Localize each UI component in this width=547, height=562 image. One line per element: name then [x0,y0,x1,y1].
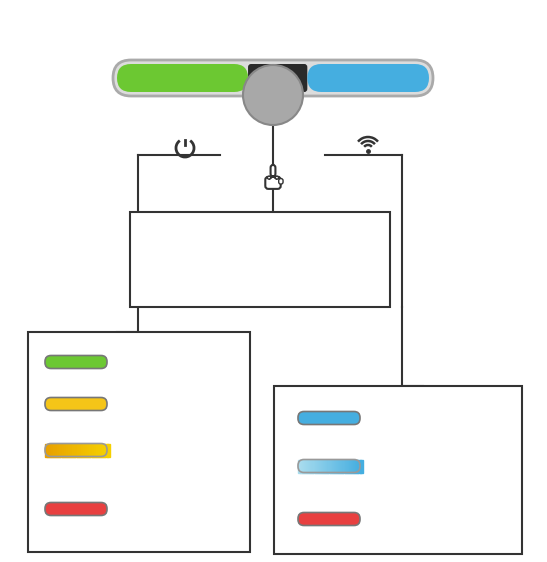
FancyBboxPatch shape [298,411,360,424]
Bar [104,443,108,456]
Bar [342,460,346,473]
Bar [68,443,71,456]
Bar [98,443,101,456]
Bar [100,443,103,456]
Text: Critical Error: Critical Error [113,502,196,515]
Bar [66,443,69,456]
FancyBboxPatch shape [45,397,107,410]
Bar [338,460,341,473]
Text: Network Error: Network Error [369,513,461,525]
Bar [328,460,330,473]
Bar [89,443,92,456]
Bar [72,443,75,456]
Text: 2x: 2x [142,253,160,266]
Bar [51,443,54,456]
FancyBboxPatch shape [271,165,276,177]
Bar [308,460,311,473]
Bar [306,460,309,473]
Bar [83,443,86,456]
Bar [359,460,363,473]
Bar [298,460,301,473]
Bar [49,443,52,456]
Bar [353,460,356,473]
FancyBboxPatch shape [279,179,283,184]
Bar [81,443,84,456]
Bar [302,460,305,473]
Text: WLAN access point: WLAN access point [158,225,289,238]
Text: Uncritical Error: Uncritical Error [113,437,213,450]
Text: Connecting: Connecting [369,452,445,465]
FancyBboxPatch shape [28,332,250,552]
FancyBboxPatch shape [275,176,279,179]
Text: WPS: WPS [158,253,192,266]
FancyBboxPatch shape [45,502,107,515]
Bar [304,460,307,473]
Bar [330,460,333,473]
Bar [53,443,56,456]
Bar [77,443,80,456]
FancyBboxPatch shape [298,513,360,525]
Bar [107,443,109,456]
Bar [96,443,99,456]
Bar [62,443,65,456]
Bar [331,460,335,473]
FancyBboxPatch shape [45,356,107,369]
Text: Ok: Ok [113,356,131,369]
Bar [312,460,316,473]
Bar [351,460,354,473]
FancyBboxPatch shape [130,212,390,307]
Bar [88,443,90,456]
Bar [323,460,327,473]
Bar [325,460,328,473]
Circle shape [243,65,303,125]
Bar [60,443,62,456]
Bar [46,443,50,456]
Text: (flashing): (flashing) [369,469,432,482]
Bar [345,460,348,473]
Bar [357,460,360,473]
Bar [336,460,339,473]
Bar [321,460,324,473]
Bar [300,460,303,473]
Bar [85,443,88,456]
FancyBboxPatch shape [307,64,429,92]
FancyBboxPatch shape [117,64,248,92]
FancyBboxPatch shape [248,64,307,92]
Bar [334,460,337,473]
Bar [44,443,48,456]
Bar [91,443,95,456]
Bar [317,460,320,473]
Text: Standby: Standby [113,397,168,410]
Bar [347,460,350,473]
Bar [55,443,59,456]
Bar [102,443,106,456]
Bar [79,443,82,456]
FancyBboxPatch shape [274,386,522,554]
FancyBboxPatch shape [267,176,271,179]
Bar [319,460,322,473]
FancyBboxPatch shape [265,177,281,189]
Bar [64,443,67,456]
Bar [70,443,73,456]
Bar [340,460,344,473]
FancyBboxPatch shape [113,60,433,96]
Text: 1x: 1x [142,225,160,238]
Bar [74,443,78,456]
Text: 3-6 sec.: 3-6 sec. [142,280,201,293]
Text: Connected: Connected [369,411,441,424]
Text: (flashing): (flashing) [113,452,176,465]
Bar [315,460,318,473]
Bar [310,460,313,473]
Bar [57,443,61,456]
Bar [94,443,97,456]
Text: Quit Service Message: Quit Service Message [194,280,342,293]
Bar [355,460,358,473]
Bar [349,460,352,473]
